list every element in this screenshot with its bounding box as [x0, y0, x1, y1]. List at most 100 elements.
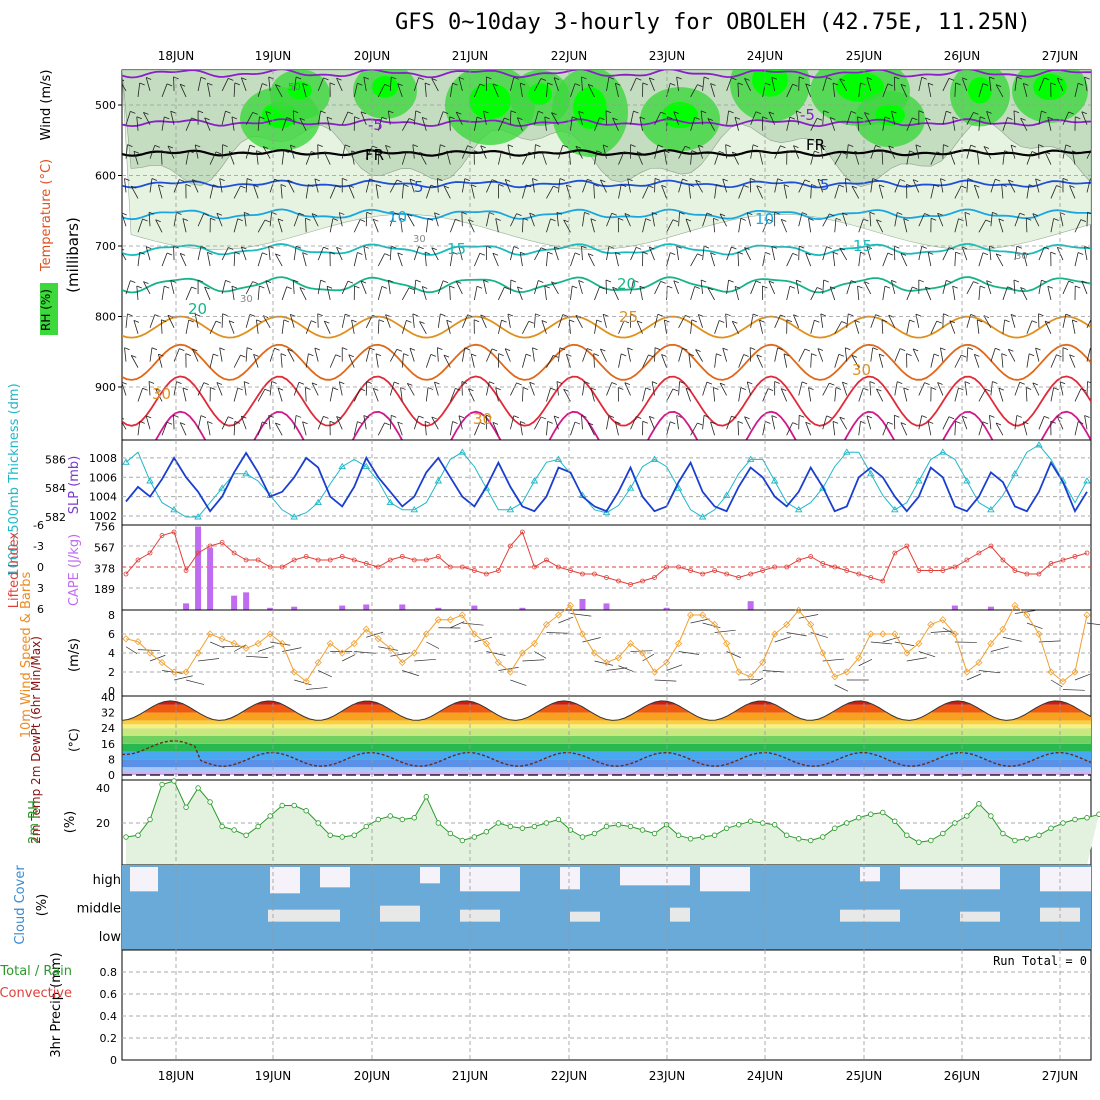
wind-barb-flag: [587, 348, 593, 351]
wind-barb-flag: [755, 280, 762, 284]
rh2m-point: [147, 816, 153, 823]
wind-barb-flag: [633, 279, 639, 283]
thickness-point: [530, 477, 539, 484]
wind-barb-flag: [354, 285, 360, 289]
cloud-clear-mid: [960, 911, 1000, 922]
wind-barb: [857, 285, 860, 300]
wind-barb-flag: [848, 144, 854, 148]
wind-barb-flag: [491, 348, 498, 352]
wind-barb: [648, 416, 655, 430]
wind-barb-flag: [468, 219, 474, 222]
contour-label: 10: [755, 210, 774, 228]
wind-barb: [966, 178, 969, 193]
wind-barb-flag: [691, 319, 697, 323]
rh2m-point: [1084, 815, 1090, 821]
wind-barb-flag: [295, 245, 302, 249]
wind-barb: [808, 218, 812, 233]
wind10-barb: [606, 667, 628, 671]
wind-barb: [688, 353, 691, 368]
wind-barb-flag: [308, 184, 314, 187]
wind-barb-flag: [989, 76, 995, 80]
wind-barb: [269, 348, 275, 362]
wind-barb: [365, 178, 371, 193]
wind-barb-flag: [985, 388, 991, 392]
wind-barb: [348, 185, 355, 199]
wind-barb-flag: [274, 178, 280, 182]
wind-barb: [594, 117, 600, 131]
wind-barb: [661, 354, 667, 368]
cloud-clear-high: [320, 867, 350, 888]
wind-barb: [122, 212, 127, 227]
wind-barb-flag: [958, 387, 964, 391]
wind-barb-flag: [1072, 319, 1078, 323]
wind-barb-flag: [528, 320, 534, 324]
wind-barb-flag: [231, 116, 238, 120]
wind10-barb: [402, 670, 419, 677]
wind10-barb: [173, 675, 193, 681]
wind-barb: [989, 246, 992, 261]
wind-barb: [360, 280, 367, 295]
wind-barb-flag: [253, 354, 259, 357]
wind-barb-flag: [845, 178, 851, 181]
wind-barb-flag: [351, 150, 357, 154]
wind-barb-flag: [921, 246, 927, 249]
wind-barb: [582, 348, 588, 362]
wind-barb: [389, 349, 398, 362]
wind-barb-flag: [1080, 219, 1087, 222]
wind-barb: [678, 146, 686, 159]
wind-barb-flag: [348, 354, 354, 358]
wind10-barb: [198, 658, 220, 662]
wind-barb: [268, 246, 271, 261]
wind-barb: [122, 382, 127, 396]
wind-barb: [124, 178, 127, 193]
wind-barb-flag: [369, 178, 375, 182]
wind-barb: [185, 286, 192, 301]
wind-barb-flag: [311, 320, 317, 324]
wind-barb-flag: [876, 388, 882, 392]
wind-barb: [299, 118, 307, 131]
contour-label: 50: [288, 82, 301, 93]
wind-barb-flag: [654, 178, 661, 181]
wind-barb-flag: [747, 381, 753, 385]
wind-barb-flag: [263, 146, 269, 149]
wind-barb: [1020, 287, 1028, 301]
wind-barb-flag: [829, 213, 835, 217]
wind-barb: [964, 381, 968, 396]
wind-barb: [1013, 279, 1016, 294]
cape-bar: [183, 603, 190, 610]
wind-barb-flag: [670, 83, 676, 86]
wind-barb: [143, 281, 151, 295]
wind-barb: [534, 78, 542, 92]
rh2m-point: [411, 815, 417, 821]
wind-barb-flag: [329, 251, 336, 255]
wind-barb-flag: [302, 83, 308, 86]
wind-barb-flag: [440, 313, 446, 317]
wind-barb-flag: [864, 112, 870, 115]
wind-barb: [1044, 151, 1052, 165]
wind10-point: [723, 639, 731, 648]
wind-barb: [744, 78, 752, 92]
wind-barb-flag: [541, 320, 548, 323]
wind-barb: [725, 144, 728, 159]
wind-barb-flag: [657, 144, 664, 148]
wind-barb-flag: [679, 211, 685, 215]
wind-barb-flag: [259, 116, 265, 120]
wind-barb: [1025, 387, 1028, 402]
wind-barb-flag: [605, 110, 612, 114]
wind-barb-flag: [373, 218, 379, 222]
wind-barb-flag: [403, 353, 409, 357]
wind-barb: [912, 179, 920, 193]
li-point: [832, 564, 838, 570]
wind-barb-flag: [197, 110, 204, 114]
wind-barb-flag: [228, 77, 234, 81]
wind-barb-flag: [839, 247, 845, 251]
wind-barb: [678, 381, 680, 396]
rh2m-point: [747, 818, 754, 824]
wind-barb-flag: [737, 420, 744, 424]
wind-barb: [329, 185, 337, 199]
wind-barb: [915, 144, 920, 159]
wind-barb: [695, 180, 703, 193]
wind-barb: [253, 185, 259, 199]
wind-barb: [734, 286, 740, 301]
wind-barb: [834, 354, 840, 368]
